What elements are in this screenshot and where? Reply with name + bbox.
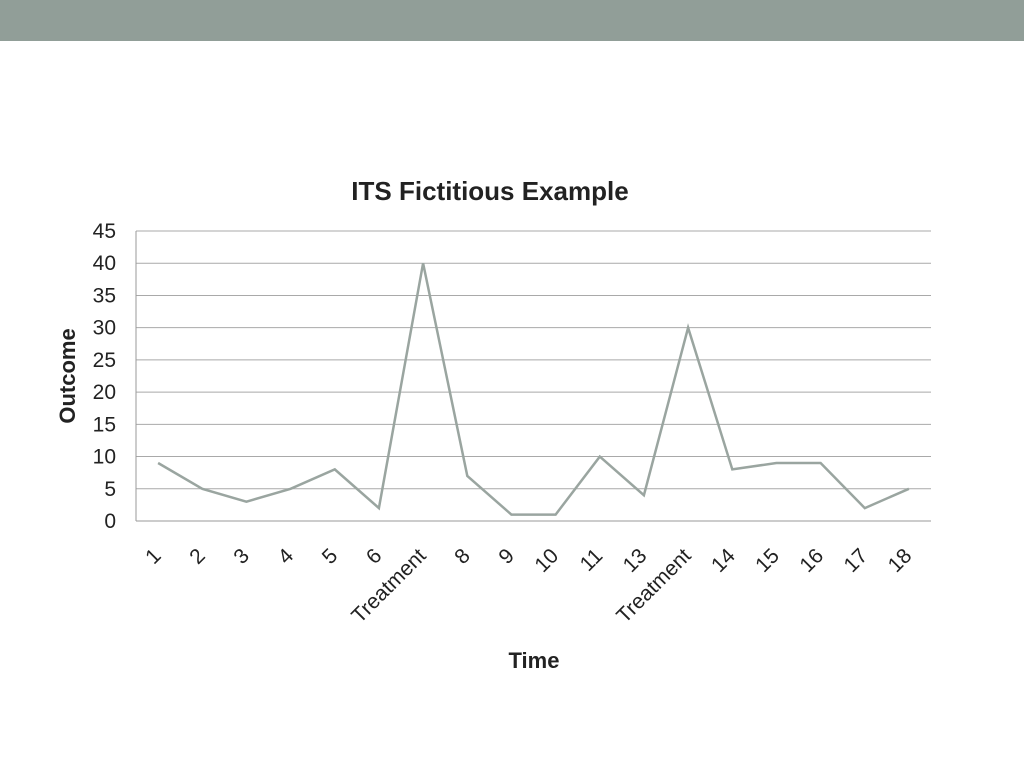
x-tick-label: 17 <box>840 544 873 577</box>
y-tick-labels: 0 5 10 15 20 25 30 35 40 45 <box>93 220 116 533</box>
y-tick-label: 5 <box>104 478 116 501</box>
x-tick-label: 18 <box>884 544 917 577</box>
chart-title: ITS Fictitious Example <box>351 176 628 206</box>
y-tick-label: 45 <box>93 220 116 243</box>
y-tick-label: 15 <box>93 413 116 436</box>
series <box>158 263 909 515</box>
y-tick-label: 10 <box>93 446 116 469</box>
x-tick-label: 11 <box>576 544 608 576</box>
x-tick-label: 4 <box>274 544 299 569</box>
x-tick-label: 9 <box>494 544 519 569</box>
x-tick-label: 8 <box>450 544 475 569</box>
series-line <box>158 263 909 514</box>
x-tick-label: 10 <box>530 544 563 577</box>
y-axis-label: Outcome <box>55 328 80 423</box>
x-tick-label: 3 <box>229 544 254 569</box>
x-tick-label: 16 <box>795 544 828 577</box>
y-tick-label: 30 <box>93 317 116 340</box>
y-tick-label: 25 <box>93 349 116 372</box>
x-tick-label: 6 <box>362 544 387 569</box>
y-tick-label: 40 <box>93 252 116 275</box>
x-tick-label: 14 <box>707 544 740 577</box>
x-axis-label: Time <box>509 648 560 673</box>
gridlines <box>136 231 931 521</box>
x-tick-label: 5 <box>318 544 343 569</box>
x-tick-label: 13 <box>619 544 652 577</box>
y-tick-label: 20 <box>93 381 116 404</box>
y-tick-label: 0 <box>104 510 116 533</box>
x-tick-label: 2 <box>185 544 210 569</box>
x-tick-label: 1 <box>141 544 166 569</box>
x-tick-label: 15 <box>751 544 784 577</box>
x-tick-label: Treatment <box>347 544 430 627</box>
y-tick-label: 35 <box>93 284 116 307</box>
